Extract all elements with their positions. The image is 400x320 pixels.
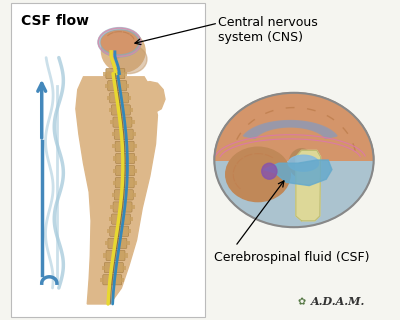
Bar — [112, 193, 116, 197]
Bar — [107, 96, 111, 100]
FancyBboxPatch shape — [116, 153, 135, 164]
Polygon shape — [296, 150, 320, 221]
Bar — [109, 108, 112, 112]
Bar — [107, 229, 111, 233]
Polygon shape — [76, 77, 158, 304]
Polygon shape — [264, 160, 332, 186]
FancyBboxPatch shape — [114, 190, 133, 200]
Bar — [124, 72, 128, 76]
Bar — [128, 96, 131, 100]
Bar — [126, 241, 130, 245]
Text: CSF flow: CSF flow — [21, 14, 89, 28]
FancyBboxPatch shape — [108, 238, 127, 249]
FancyBboxPatch shape — [104, 262, 123, 273]
FancyBboxPatch shape — [115, 141, 134, 151]
Bar — [132, 132, 136, 136]
Bar — [132, 193, 136, 197]
Bar — [103, 253, 107, 258]
Bar — [112, 144, 116, 148]
Bar — [128, 229, 131, 233]
FancyBboxPatch shape — [110, 226, 129, 236]
Bar — [131, 120, 134, 124]
Text: Cerebrospinal fluid (CSF): Cerebrospinal fluid (CSF) — [214, 251, 370, 264]
Bar — [133, 144, 137, 148]
Polygon shape — [214, 93, 374, 160]
FancyBboxPatch shape — [116, 165, 135, 176]
Bar — [134, 156, 137, 161]
Polygon shape — [288, 155, 319, 171]
Bar — [113, 169, 117, 173]
Circle shape — [226, 147, 290, 202]
FancyBboxPatch shape — [113, 202, 132, 212]
FancyBboxPatch shape — [111, 105, 130, 115]
Ellipse shape — [111, 49, 120, 59]
Bar — [122, 266, 126, 270]
Bar — [109, 217, 113, 221]
FancyBboxPatch shape — [108, 81, 127, 91]
Bar — [112, 181, 116, 185]
Bar — [105, 84, 109, 88]
Circle shape — [214, 93, 374, 227]
FancyBboxPatch shape — [115, 178, 134, 188]
Ellipse shape — [101, 30, 138, 54]
FancyBboxPatch shape — [112, 214, 130, 224]
Bar — [133, 181, 137, 185]
Ellipse shape — [102, 30, 145, 72]
Bar — [110, 120, 114, 124]
Text: Central nervous
system (CNS): Central nervous system (CNS) — [218, 16, 318, 44]
FancyBboxPatch shape — [103, 275, 122, 285]
Bar — [113, 156, 117, 161]
FancyBboxPatch shape — [106, 68, 125, 79]
Bar — [126, 84, 129, 88]
Ellipse shape — [111, 45, 147, 74]
Polygon shape — [140, 82, 165, 112]
Polygon shape — [104, 72, 125, 90]
Bar — [112, 132, 115, 136]
Bar — [103, 72, 107, 76]
Ellipse shape — [289, 149, 314, 178]
Text: ✿: ✿ — [297, 297, 305, 307]
Bar — [102, 266, 106, 270]
FancyBboxPatch shape — [114, 129, 133, 139]
Bar — [129, 217, 133, 221]
Bar — [129, 108, 133, 112]
Circle shape — [214, 93, 374, 227]
Bar — [100, 278, 104, 282]
Bar — [110, 205, 114, 209]
FancyBboxPatch shape — [110, 93, 128, 103]
FancyBboxPatch shape — [113, 117, 132, 127]
Bar — [105, 241, 109, 245]
Ellipse shape — [262, 163, 277, 179]
Bar — [131, 205, 135, 209]
Bar — [11, 3, 205, 317]
Bar — [121, 278, 124, 282]
Bar — [134, 169, 137, 173]
Text: A.D.A.M.: A.D.A.M. — [311, 296, 366, 307]
Bar — [124, 253, 128, 258]
FancyBboxPatch shape — [106, 250, 125, 260]
